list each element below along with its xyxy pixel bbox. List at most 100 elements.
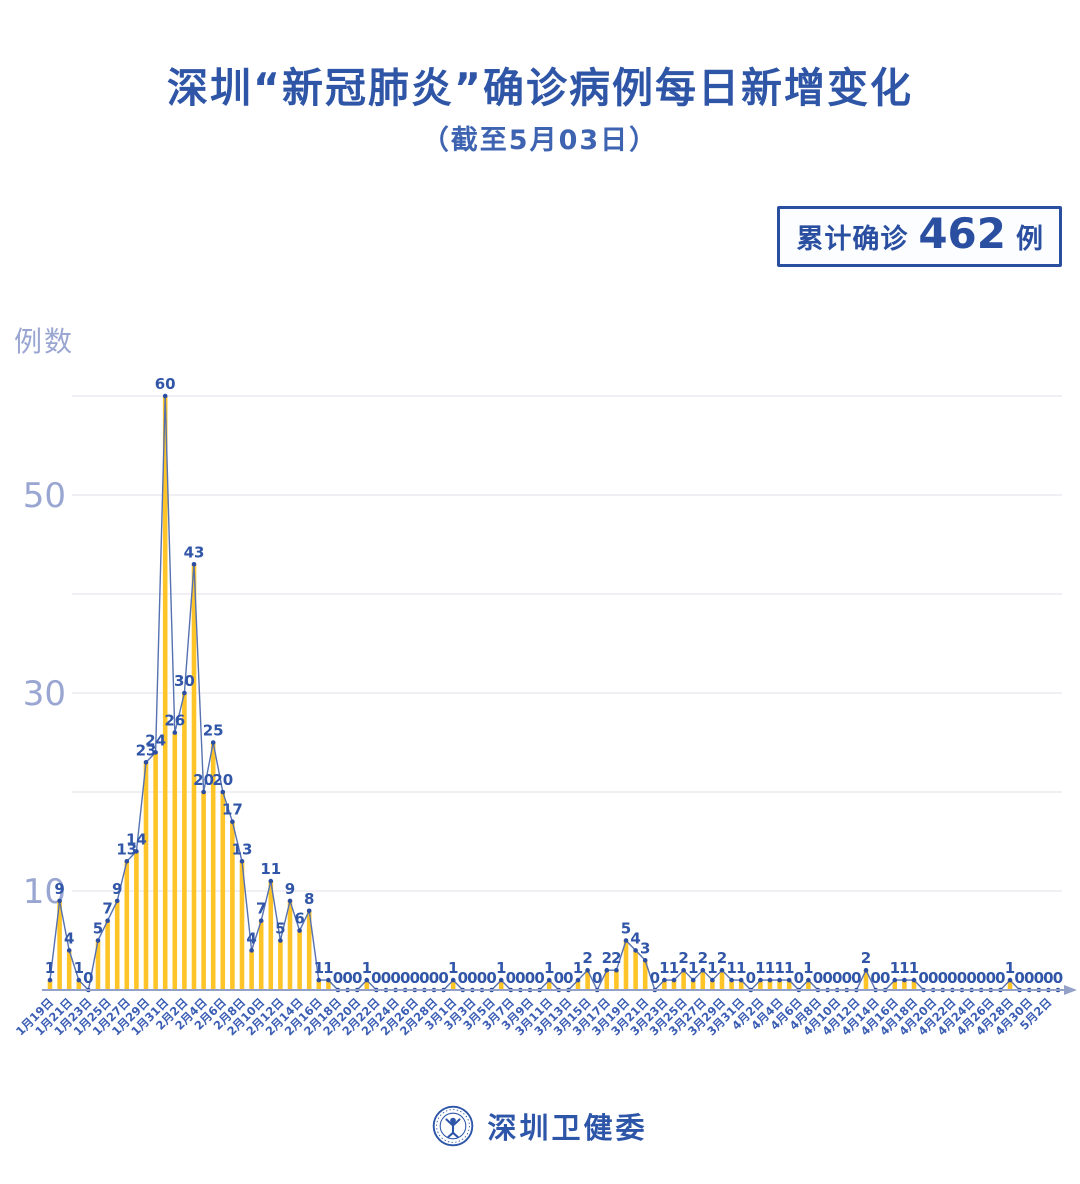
point-value-label: 2	[717, 949, 727, 967]
data-point	[662, 977, 667, 983]
point-value-label: 1	[890, 959, 900, 977]
point-value-label: 0	[515, 969, 525, 987]
point-value-label: 1	[765, 959, 775, 977]
point-value-label: 30	[174, 672, 195, 690]
trend-line	[49, 395, 1058, 992]
daily-bar	[738, 980, 744, 990]
data-point	[66, 948, 72, 953]
data-point	[614, 967, 619, 973]
point-value-label: 0	[870, 969, 880, 987]
y-tick-label: 30	[23, 674, 66, 714]
data-point	[76, 977, 82, 983]
point-value-label: 11	[260, 860, 281, 878]
data-point	[220, 789, 226, 795]
point-value-label: 1	[1005, 959, 1015, 977]
point-value-label: 13	[116, 840, 137, 858]
data-point	[710, 977, 715, 983]
cumulative-total-badge: 累计确诊 462 例	[777, 206, 1062, 267]
data-point	[143, 760, 149, 765]
point-value-label: 1	[726, 959, 736, 977]
point-value-label: 0	[410, 969, 420, 987]
point-value-label: 0	[918, 969, 928, 987]
badge-unit: 例	[1016, 224, 1043, 255]
daily-bar	[729, 980, 734, 990]
daily-bar	[210, 742, 216, 990]
chart-area: 10 30 50 1 9 4 1 0 5 7 9 13 14 23 24 60 26 30 43 20 25 20 17 13…	[0, 310, 1080, 1100]
data-point	[105, 918, 110, 923]
point-value-label: 4	[64, 929, 74, 947]
daily-bar	[66, 950, 72, 990]
data-point	[806, 977, 811, 983]
daily-bar	[719, 970, 725, 990]
point-value-label: 0	[419, 969, 429, 987]
point-value-label: 14	[126, 830, 147, 848]
daily-bar	[767, 980, 773, 990]
point-value-label: 9	[54, 880, 64, 898]
data-point	[191, 562, 197, 567]
point-value-label: 25	[203, 722, 224, 740]
daily-bar	[278, 940, 283, 990]
data-point	[230, 819, 235, 824]
daily-bar	[662, 980, 667, 990]
point-value-label: 1	[688, 959, 698, 977]
data-point	[210, 740, 216, 745]
point-value-label: 60	[155, 375, 176, 393]
data-point	[892, 977, 898, 983]
point-value-label: 2	[611, 949, 621, 967]
point-value-label: 1	[774, 959, 784, 977]
point-value-label: 1	[909, 959, 919, 977]
point-value-label: 1	[314, 959, 324, 977]
data-point	[575, 977, 581, 983]
point-value-label: 1	[573, 959, 583, 977]
point-value-label: 0	[832, 969, 842, 987]
data-point	[758, 977, 763, 983]
data-point	[249, 948, 254, 953]
daily-bar	[268, 881, 274, 990]
daily-bar	[710, 980, 715, 990]
daily-bar	[633, 950, 638, 990]
point-value-label: 1	[544, 959, 554, 977]
daily-bar	[105, 920, 110, 990]
daily-bar	[450, 980, 456, 990]
daily-bar	[114, 900, 120, 990]
point-value-label: 1	[803, 959, 813, 977]
badge-value: 462	[918, 209, 1006, 258]
point-value-label: 1	[899, 959, 909, 977]
daily-bar	[911, 980, 917, 990]
data-point	[623, 938, 629, 943]
data-point	[162, 393, 168, 399]
data-point	[719, 967, 725, 973]
point-value-label: 0	[592, 969, 602, 987]
daily-bar	[182, 693, 187, 990]
daily-bar	[297, 930, 302, 990]
point-value-label: 0	[813, 969, 823, 987]
data-point	[124, 859, 130, 864]
data-point	[911, 977, 917, 983]
point-value-label: 1	[736, 959, 746, 977]
daily-bar	[690, 980, 696, 990]
data-point	[239, 859, 245, 864]
point-value-label: 0	[1053, 969, 1063, 987]
point-value-label: 5	[93, 920, 103, 938]
point-value-label: 0	[486, 969, 496, 987]
data-point	[642, 958, 648, 963]
data-point	[738, 977, 744, 983]
daily-bar	[134, 851, 139, 990]
daily-bar	[191, 564, 197, 990]
point-value-label: 0	[467, 969, 477, 987]
page-subtitle: （截至5月03日）	[421, 125, 659, 156]
data-point	[498, 977, 504, 983]
daily-bar	[806, 980, 811, 990]
point-value-label: 1	[74, 959, 84, 977]
point-value-label: 2	[678, 949, 688, 967]
point-value-label: 0	[938, 969, 948, 987]
data-point	[729, 977, 734, 983]
data-point	[47, 977, 53, 983]
y-tick-label: 50	[23, 476, 66, 516]
point-value-label: 0	[928, 969, 938, 987]
point-value-label: 1	[784, 959, 794, 977]
daily-bar	[671, 980, 677, 990]
data-point	[767, 977, 773, 983]
daily-bar	[220, 792, 226, 990]
point-value-label: 1	[448, 959, 458, 977]
